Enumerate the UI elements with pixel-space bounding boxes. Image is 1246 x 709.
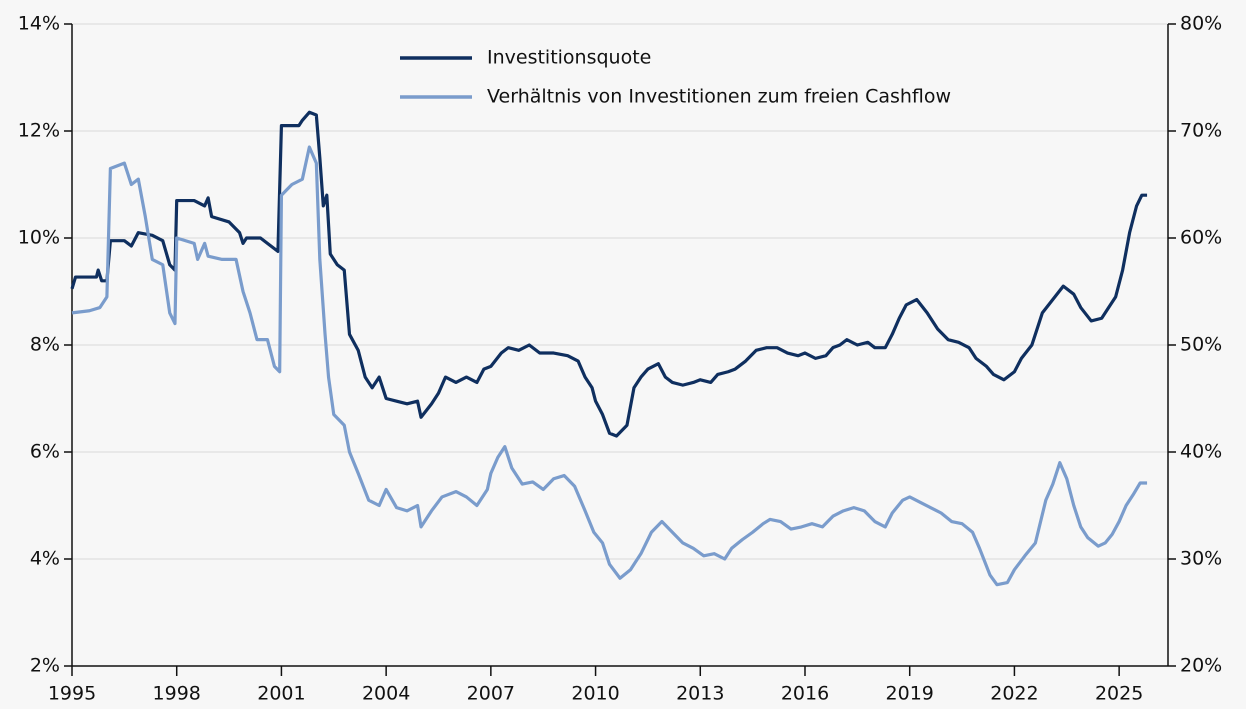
x-tick-label: 2022 (990, 683, 1038, 705)
y2-tick-label: 60% (1180, 227, 1222, 249)
x-tick-label: 2025 (1095, 683, 1143, 705)
y2-tick-label: 70% (1180, 120, 1222, 142)
y-tick-label: 4% (30, 548, 60, 570)
x-tick-label: 2001 (257, 683, 305, 705)
y-tick-label: 14% (18, 13, 60, 35)
y-tick-label: 2% (30, 655, 60, 677)
x-tick-label: 2016 (781, 683, 829, 705)
series-line (71, 145, 1148, 587)
series-line (70, 110, 1148, 438)
legend-label: Verhältnis von Investitionen zum freien … (487, 86, 951, 108)
x-tick-label: 2013 (676, 683, 724, 705)
y2-tick-label: 40% (1180, 441, 1222, 463)
x-tick-label: 2019 (886, 683, 934, 705)
x-tick-label: 2007 (467, 683, 515, 705)
y-tick-label: 10% (18, 227, 60, 249)
x-tick-label: 1998 (153, 683, 201, 705)
y-tick-label: 12% (18, 120, 60, 142)
y2-tick-label: 80% (1180, 13, 1222, 35)
y2-tick-label: 50% (1180, 334, 1222, 356)
y-tick-label: 6% (30, 441, 60, 463)
y2-tick-label: 20% (1180, 655, 1222, 677)
x-tick-label: 1995 (48, 683, 96, 705)
x-tick-label: 2004 (362, 683, 410, 705)
y2-tick-label: 30% (1180, 548, 1222, 570)
x-tick-label: 2010 (571, 683, 619, 705)
legend-label: Investitionsquote (487, 47, 651, 69)
y-tick-label: 8% (30, 334, 60, 356)
